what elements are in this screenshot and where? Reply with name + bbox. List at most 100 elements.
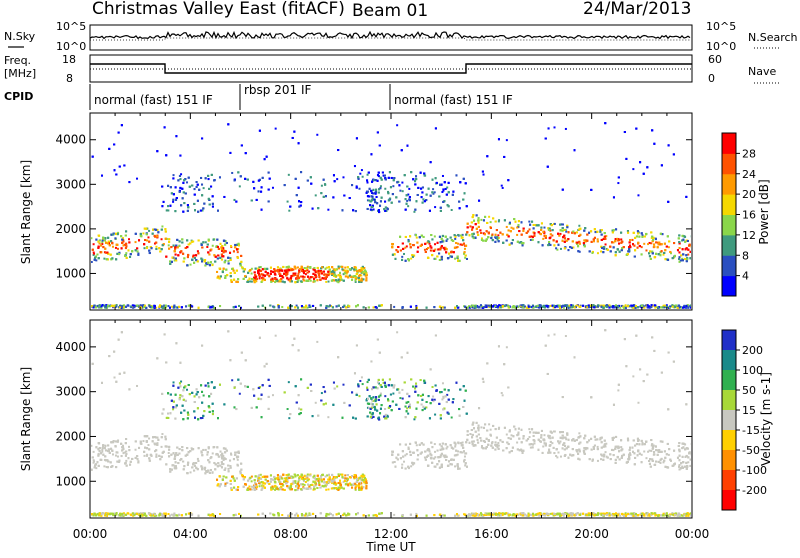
echo-cell	[453, 251, 455, 253]
echo-cell	[641, 246, 643, 248]
echo-cell	[174, 250, 176, 252]
echo-cell	[351, 184, 353, 186]
echo-cell	[464, 257, 466, 259]
echo-cell	[439, 241, 441, 243]
echo-cell	[119, 166, 121, 168]
echo-cell	[93, 243, 95, 245]
echo-cell	[366, 179, 368, 181]
echo-cell	[550, 305, 552, 307]
echo-cell	[401, 182, 403, 184]
echo-cell	[224, 261, 226, 263]
echo-cell	[667, 201, 669, 203]
echo-cell	[464, 248, 466, 250]
echo-cell	[206, 246, 208, 248]
cpid-segment-2: rbsp 201 IF	[244, 83, 311, 97]
echo-cell	[310, 176, 312, 178]
echo-cell	[574, 149, 576, 151]
echo-cell	[165, 154, 167, 156]
echo-cell	[125, 306, 127, 308]
echo-cell	[223, 268, 225, 270]
echo-cell	[528, 221, 530, 223]
echo-cell	[597, 240, 599, 242]
echo-cell	[315, 194, 317, 196]
echo-cell	[600, 250, 602, 252]
echo-cell	[107, 242, 109, 244]
echo-cell	[619, 251, 621, 253]
echo-cell	[542, 244, 544, 246]
echo-cell	[325, 307, 327, 309]
echo-cell	[578, 225, 580, 227]
echo-cell	[416, 237, 418, 239]
echo-cell	[247, 179, 249, 181]
echo-cell	[486, 222, 488, 224]
echo-cell	[498, 220, 500, 222]
echo-cell	[410, 258, 412, 260]
echo-cell	[102, 246, 104, 248]
echo-cell	[497, 234, 499, 236]
echo-cell	[296, 305, 298, 307]
echo-cell	[625, 158, 627, 160]
echo-cell	[327, 209, 329, 211]
echo-cell	[435, 177, 437, 179]
echo-cell	[488, 216, 490, 218]
echo-cell	[361, 169, 363, 171]
echo-cell	[331, 266, 333, 268]
echo-cell	[603, 246, 605, 248]
echo-cell	[356, 273, 358, 275]
echo-cell	[337, 149, 339, 151]
echo-cell	[450, 237, 452, 239]
echo-cell	[380, 177, 382, 179]
echo-cell	[553, 239, 555, 241]
echo-cell	[336, 305, 338, 307]
echo-cell	[243, 271, 245, 273]
echo-cell	[272, 187, 274, 189]
echo-cell	[518, 220, 520, 222]
echo-cell	[104, 237, 106, 239]
echo-cell	[653, 243, 655, 245]
echo-cell	[161, 225, 163, 227]
echo-cell	[313, 278, 315, 280]
echo-cell	[529, 224, 531, 226]
echo-cell	[226, 242, 228, 244]
echo-cell	[542, 238, 544, 240]
echo-cell	[128, 238, 130, 240]
echo-cell	[476, 214, 478, 216]
echo-cell	[220, 275, 222, 277]
echo-cell	[189, 186, 191, 188]
echo-cell	[198, 189, 200, 191]
echo-cell	[318, 276, 320, 278]
echo-cell	[299, 268, 301, 270]
echo-cell	[177, 246, 179, 248]
echo-cell	[211, 264, 213, 266]
echo-cell	[589, 250, 591, 252]
echo-cell	[138, 239, 140, 241]
echo-cell	[156, 150, 158, 152]
echo-cell	[531, 221, 533, 223]
echo-cell	[668, 144, 670, 146]
echo-cell	[392, 185, 394, 187]
echo-cell	[595, 231, 597, 233]
echo-cell	[328, 266, 330, 268]
echo-cell	[619, 307, 621, 309]
echo-cell	[392, 193, 394, 195]
echo-cell	[183, 191, 185, 193]
echo-cell	[164, 126, 166, 128]
echo-cell	[562, 227, 564, 229]
echo-cell	[181, 306, 183, 308]
echo-cell	[611, 241, 613, 243]
echo-cell	[233, 270, 235, 272]
echo-cell	[349, 268, 351, 270]
echo-cell	[211, 174, 213, 176]
echo-cell	[118, 132, 120, 134]
echo-cell	[604, 232, 606, 234]
echo-cell	[632, 168, 634, 170]
echo-cell	[341, 266, 343, 268]
echo-cell	[601, 239, 603, 241]
echo-cell	[384, 188, 386, 190]
echo-cell	[270, 281, 272, 283]
echo-cell	[238, 305, 240, 307]
echo-cell	[175, 254, 177, 256]
echo-cell	[390, 186, 392, 188]
echo-cell	[370, 209, 372, 211]
frequency-trace	[90, 64, 692, 73]
